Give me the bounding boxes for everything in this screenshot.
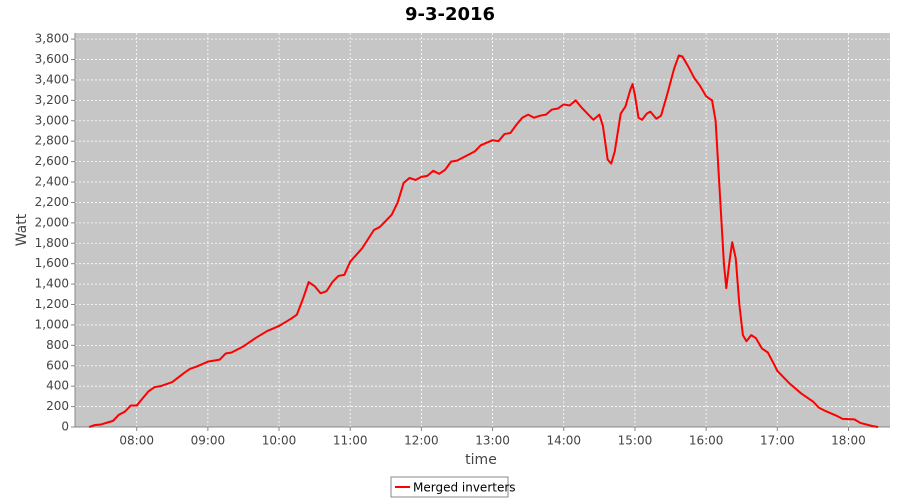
x-axis-label: time — [465, 452, 497, 468]
y-axis-label: Watt — [14, 213, 30, 246]
y-tick-label: 200 — [46, 399, 69, 413]
y-tick-label: 2,600 — [35, 154, 69, 168]
legend: Merged inverters — [390, 476, 516, 498]
plot-area — [75, 33, 890, 427]
y-tick-label: 1,200 — [35, 297, 69, 311]
y-tick-label: 3,800 — [35, 32, 69, 46]
y-tick-label: 3,000 — [35, 113, 69, 127]
y-tick-label: 400 — [46, 379, 69, 393]
x-tick-label: 16:00 — [689, 434, 724, 448]
x-tick-label: 08:00 — [119, 434, 154, 448]
y-tick-label: 2,000 — [35, 215, 69, 229]
y-tick-label: 800 — [46, 338, 69, 352]
x-tick-label: 17:00 — [760, 434, 795, 448]
y-tick-label: 3,400 — [35, 72, 69, 86]
x-tick-label: 10:00 — [262, 434, 297, 448]
x-tick-label: 13:00 — [475, 434, 510, 448]
y-tick-label: 2,400 — [35, 175, 69, 189]
y-tick-label: 2,200 — [35, 195, 69, 209]
x-tick-label: 14:00 — [546, 434, 581, 448]
x-tick-label: 12:00 — [404, 434, 439, 448]
chart-title: 9-3-2016 — [405, 4, 495, 25]
x-tick-label: 15:00 — [618, 434, 653, 448]
data-line — [88, 54, 879, 428]
y-tick-label: 2,800 — [35, 134, 69, 148]
legend-label: Merged inverters — [413, 481, 516, 495]
y-tick-label: 3,600 — [35, 52, 69, 66]
legend-box — [390, 476, 509, 498]
y-tick-label: 1,600 — [35, 256, 69, 270]
y-tick-label: 1,800 — [35, 236, 69, 250]
y-tick-label: 3,200 — [35, 93, 69, 107]
x-tick-label: 18:00 — [831, 434, 866, 448]
y-tick-label: 1,400 — [35, 277, 69, 291]
x-tick-label: 11:00 — [333, 434, 368, 448]
y-tick-label: 1,000 — [35, 317, 69, 331]
y-tick-label: 0 — [61, 420, 69, 434]
y-tick-label: 600 — [46, 358, 69, 372]
x-tick-label: 09:00 — [191, 434, 226, 448]
